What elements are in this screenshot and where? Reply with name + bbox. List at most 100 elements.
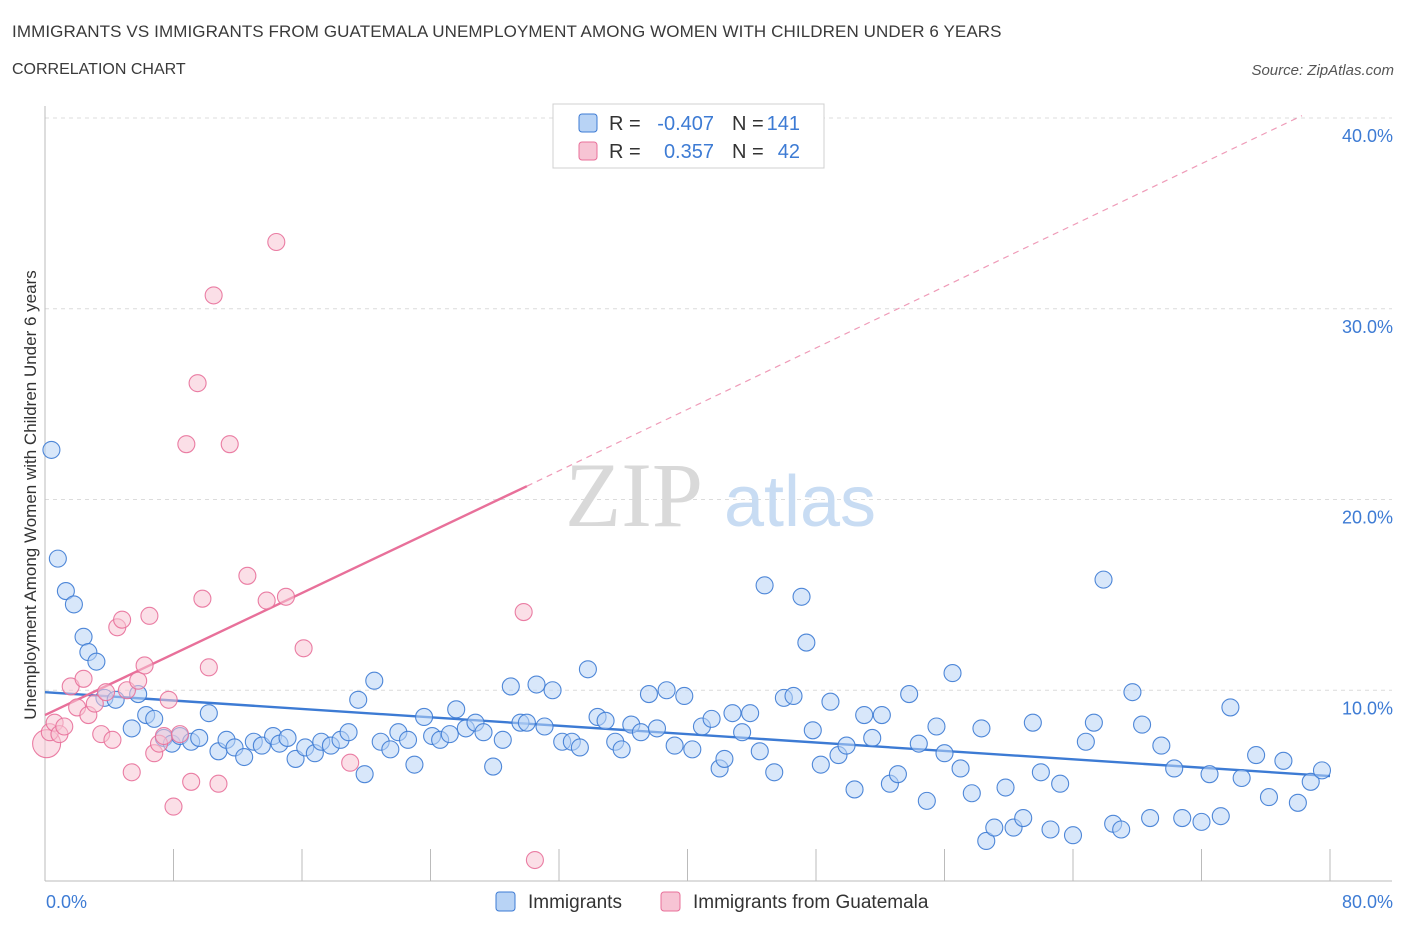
point-immigrants bbox=[145, 709, 164, 728]
point-immigrants bbox=[1312, 761, 1332, 780]
point-immigrants bbox=[48, 549, 67, 568]
point-immigrants bbox=[750, 742, 769, 761]
y-tick-label: 40.0% bbox=[1342, 126, 1393, 146]
point-immigrants bbox=[1165, 759, 1184, 778]
point-immigrants bbox=[42, 440, 61, 459]
point-immigrants bbox=[1247, 746, 1266, 765]
point-immigrants bbox=[715, 749, 734, 768]
point-immigrants bbox=[1094, 570, 1113, 589]
point-immigrants bbox=[733, 723, 752, 742]
point-immigrants bbox=[447, 700, 466, 719]
point-immigrants bbox=[683, 740, 702, 759]
point-immigrants bbox=[1211, 807, 1230, 826]
point-guatemala bbox=[193, 589, 212, 608]
legend-swatch-pink bbox=[578, 141, 598, 161]
point-guatemala bbox=[96, 683, 116, 702]
point-immigrants bbox=[765, 763, 784, 782]
point-immigrants bbox=[951, 759, 970, 778]
legend-r-value-1: -0.407 bbox=[657, 113, 714, 135]
point-immigrants bbox=[1200, 765, 1219, 784]
point-immigrants bbox=[631, 723, 650, 742]
watermark-zip: ZIP bbox=[565, 444, 703, 546]
point-immigrants bbox=[863, 728, 882, 747]
point-immigrants bbox=[872, 705, 891, 725]
point-immigrants bbox=[493, 730, 512, 749]
point-immigrants bbox=[811, 755, 830, 774]
point-immigrants bbox=[87, 652, 106, 671]
point-immigrants bbox=[1112, 820, 1131, 839]
point-guatemala bbox=[276, 587, 295, 606]
point-immigrants bbox=[122, 719, 141, 738]
point-immigrants bbox=[972, 719, 991, 738]
legend-box bbox=[552, 103, 825, 169]
point-guatemala bbox=[129, 671, 148, 690]
point-immigrants bbox=[1031, 763, 1050, 782]
point-immigrants bbox=[349, 690, 368, 709]
point-immigrants bbox=[1152, 736, 1171, 755]
point-guatemala bbox=[164, 797, 183, 816]
point-immigrants bbox=[1041, 820, 1060, 839]
point-immigrants bbox=[1301, 772, 1320, 791]
point-guatemala bbox=[85, 694, 104, 713]
point-immigrants bbox=[501, 677, 520, 696]
point-immigrants bbox=[190, 728, 209, 747]
point-immigrants bbox=[535, 717, 554, 736]
point-guatemala bbox=[238, 566, 257, 585]
point-immigrants bbox=[741, 704, 760, 723]
point-immigrants bbox=[647, 719, 667, 738]
point-immigrants bbox=[527, 675, 546, 694]
point-immigrants bbox=[1173, 809, 1192, 828]
y-tick-label: 30.0% bbox=[1342, 317, 1393, 337]
point-immigrants bbox=[278, 728, 297, 747]
point-immigrants bbox=[517, 713, 536, 732]
point-immigrants bbox=[1141, 809, 1160, 828]
point-immigrants bbox=[235, 747, 254, 767]
point-guatemala bbox=[74, 669, 93, 688]
legend-n-value-1: 141 bbox=[767, 113, 800, 135]
bottom-legend: Immigrants Immigrants from Guatemala bbox=[495, 891, 929, 913]
point-guatemala bbox=[103, 730, 122, 749]
bottom-legend-swatch-guatemala bbox=[660, 891, 681, 912]
point-guatemala bbox=[525, 850, 544, 870]
point-immigrants bbox=[723, 704, 742, 723]
point-immigrants bbox=[365, 671, 384, 690]
point-immigrants bbox=[1259, 788, 1279, 807]
axes: 10.0% 20.0% 30.0% 40.0% 0.0% 80.0% bbox=[44, 106, 1393, 912]
point-immigrants bbox=[440, 725, 459, 744]
data-points bbox=[32, 232, 1332, 870]
point-guatemala bbox=[209, 774, 228, 793]
point-immigrants bbox=[398, 730, 418, 749]
watermark-atlas: atlas bbox=[724, 462, 876, 542]
point-guatemala bbox=[135, 656, 154, 675]
legend-r-label-1: R = bbox=[609, 113, 641, 135]
point-guatemala bbox=[140, 606, 159, 625]
legend: R = -0.407 N = 141 R = 0.357 N = 42 bbox=[552, 103, 825, 169]
source-credit: Source: ZipAtlas.com bbox=[1251, 62, 1394, 79]
point-immigrants bbox=[484, 757, 503, 776]
point-immigrants bbox=[612, 740, 631, 759]
point-guatemala bbox=[341, 753, 360, 772]
point-immigrants bbox=[1274, 751, 1293, 770]
point-guatemala bbox=[182, 772, 201, 791]
point-immigrants bbox=[543, 681, 562, 700]
legend-swatch-blue bbox=[578, 113, 598, 133]
point-immigrants bbox=[1123, 683, 1142, 702]
point-immigrants bbox=[943, 664, 962, 683]
point-immigrants bbox=[1288, 793, 1307, 812]
point-immigrants bbox=[996, 778, 1015, 797]
point-immigrants bbox=[792, 587, 811, 606]
x-tick-label: 0.0% bbox=[46, 892, 87, 912]
point-immigrants bbox=[962, 784, 981, 803]
point-immigrants bbox=[1232, 768, 1251, 788]
point-guatemala bbox=[55, 717, 74, 736]
point-guatemala bbox=[267, 232, 286, 252]
grid-lines bbox=[45, 117, 1392, 691]
point-immigrants bbox=[755, 576, 774, 595]
legend-r-value-2: 0.357 bbox=[664, 141, 714, 163]
y-tick-label: 20.0% bbox=[1342, 508, 1393, 528]
point-immigrants bbox=[797, 633, 816, 652]
legend-n-label-1: N = bbox=[732, 113, 764, 135]
point-immigrants bbox=[1063, 826, 1083, 845]
point-guatemala bbox=[257, 591, 276, 610]
point-guatemala bbox=[294, 639, 313, 658]
